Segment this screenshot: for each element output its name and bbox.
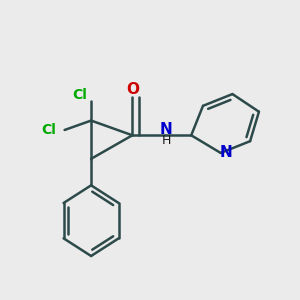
Text: O: O <box>126 82 139 97</box>
Text: H: H <box>161 134 171 147</box>
Text: N: N <box>160 122 172 137</box>
Text: Cl: Cl <box>41 123 56 137</box>
Text: N: N <box>220 146 232 160</box>
Text: Cl: Cl <box>72 88 87 102</box>
